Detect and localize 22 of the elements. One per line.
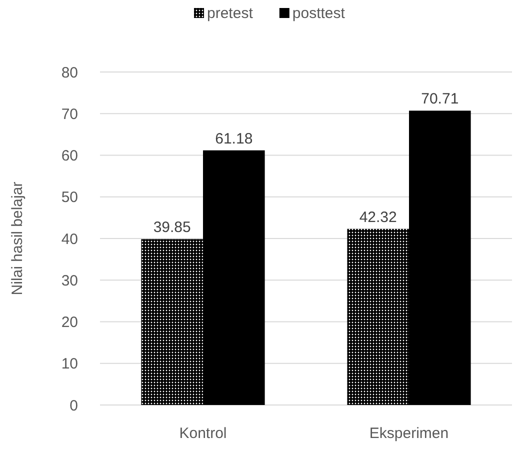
x-tick-label: Kontrol (179, 425, 227, 442)
y-tick-label: 0 (70, 397, 78, 414)
legend-label: posttest (292, 5, 346, 22)
y-tick-label: 20 (61, 314, 78, 331)
y-tick-label: 40 (61, 230, 78, 248)
x-tick-label: Eksperimen (369, 425, 449, 442)
y-tick-label: 10 (61, 356, 78, 373)
y-tick-label: 60 (61, 148, 78, 164)
bar (409, 110, 471, 405)
bar (347, 228, 409, 405)
data-label: 70.71 (421, 90, 459, 108)
data-label: 61.18 (215, 130, 253, 148)
bar (141, 239, 203, 405)
y-tick-label: 50 (61, 189, 78, 206)
y-tick-label: 80 (61, 64, 78, 82)
y-axis-title: Nilai hasil belajar (9, 182, 26, 296)
data-label: 39.85 (153, 219, 191, 236)
data-label: 42.32 (359, 208, 397, 226)
legend-label: pretest (207, 5, 254, 22)
bar (203, 150, 265, 405)
y-tick-label: 70 (61, 106, 78, 123)
y-tick-label: 30 (61, 272, 78, 290)
